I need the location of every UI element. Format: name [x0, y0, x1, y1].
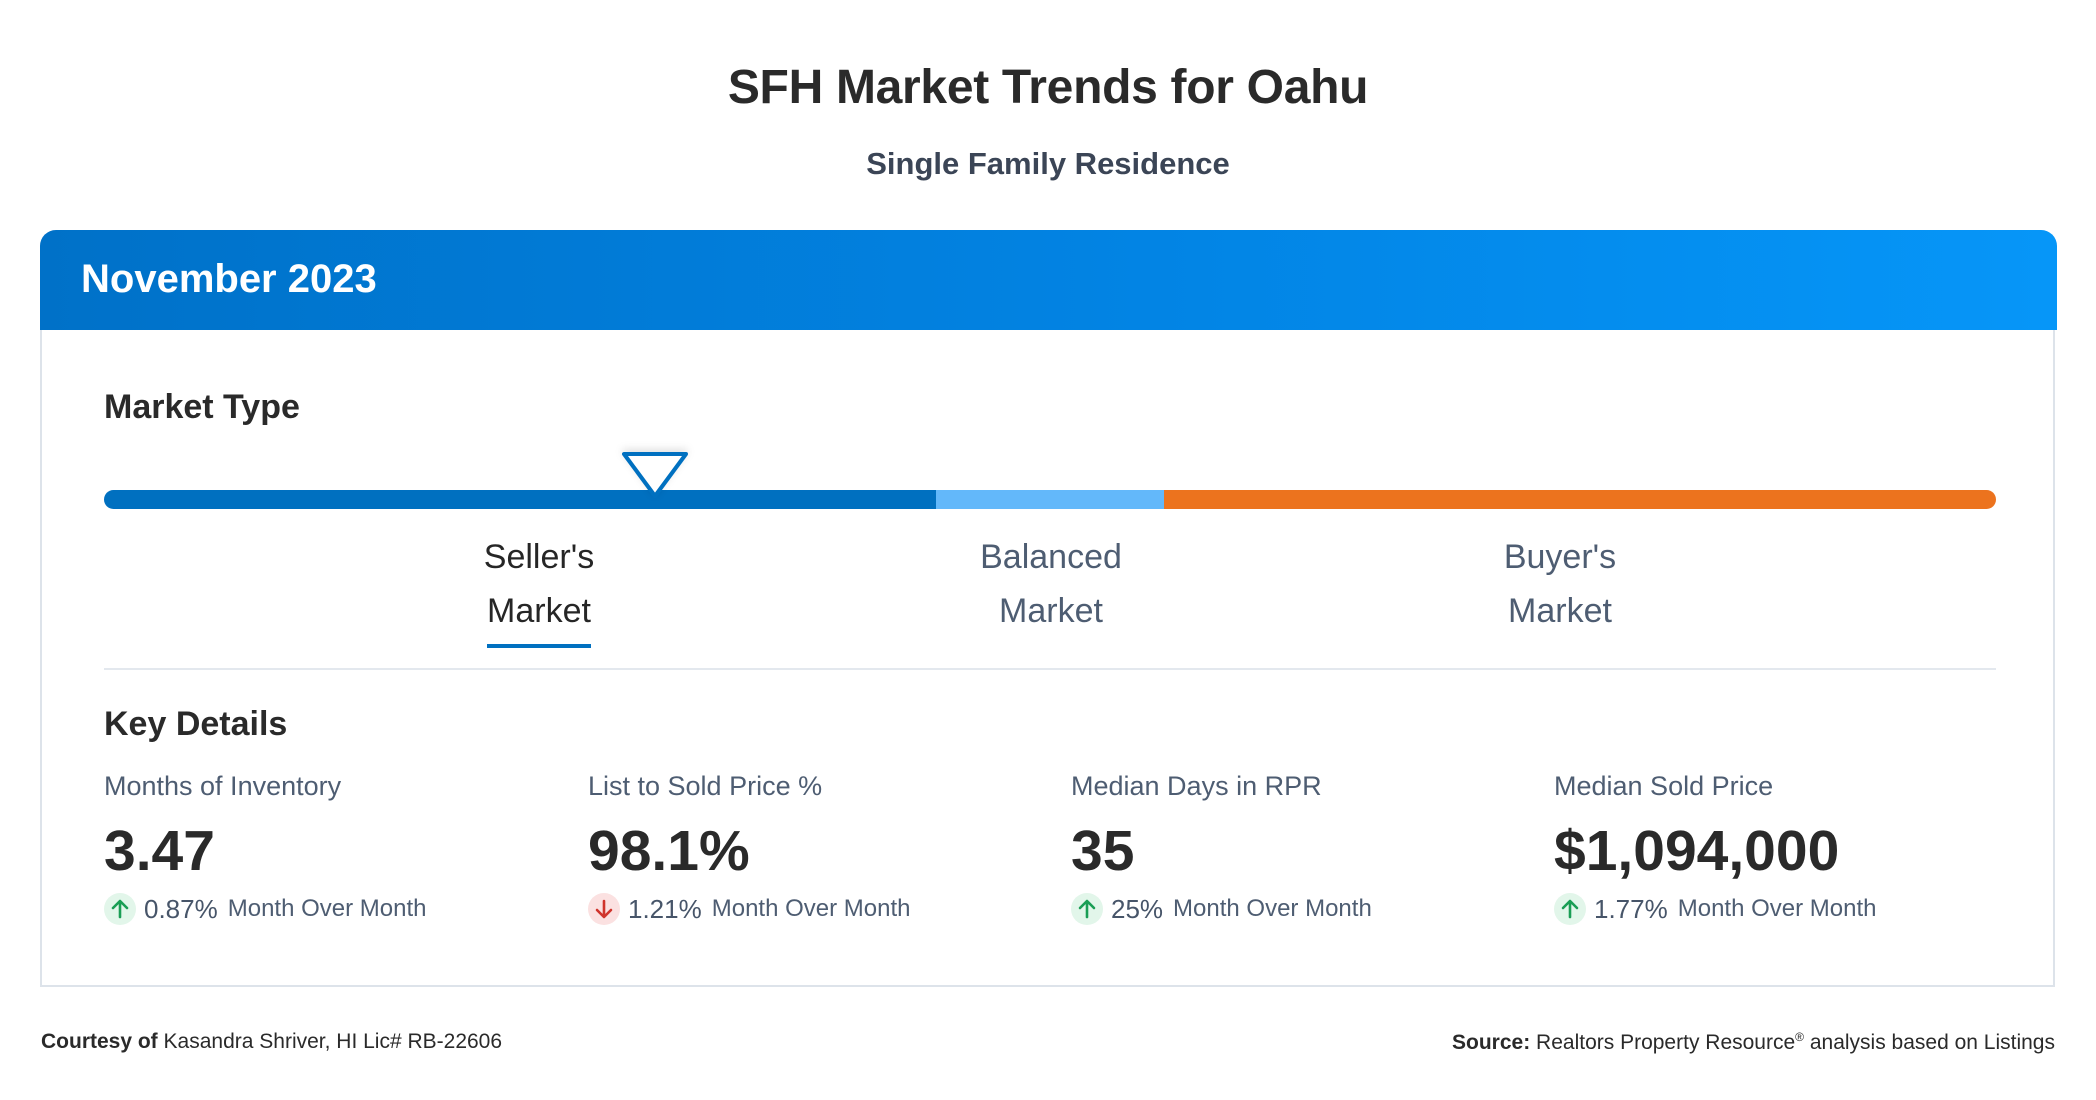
page-subtitle: Single Family Residence — [866, 146, 1230, 181]
bar-segment-buyers — [1164, 490, 1996, 509]
key-details-heading: Key Details — [104, 705, 288, 743]
card-header: November 2023 — [40, 230, 2057, 330]
metric-label: Median Days in RPR — [1071, 771, 1322, 801]
metric-label: Median Sold Price — [1554, 771, 1774, 801]
metric-list-to-sold-price: List to Sold Price % 98.1% 1.21% Month O… — [588, 770, 1058, 926]
page-title: SFH Market Trends for Oahu — [727, 61, 1369, 114]
metric-value: 98.1% — [588, 819, 750, 883]
arrow-up-icon — [104, 893, 136, 925]
market-label-balanced-line2: Market — [999, 592, 1103, 630]
metric-median-sold-price: Median Sold Price $1,094,000 1.77% Month… — [1554, 770, 2024, 926]
change-label: Month Over Month — [711, 895, 911, 922]
change-percent: 1.77% — [1594, 893, 1668, 924]
market-type-bar — [104, 490, 1996, 509]
market-label-buyers: Buyer's Market — [1440, 530, 1680, 638]
metric-months-of-inventory: Months of Inventory 3.47 0.87% Month Ove… — [104, 770, 574, 926]
registered-mark: ® — [1795, 1030, 1804, 1044]
metric-value: 3.47 — [104, 819, 215, 883]
change-percent: 25% — [1111, 893, 1164, 924]
metric-value: 35 — [1071, 819, 1135, 883]
market-label-balanced-line1: Balanced — [980, 538, 1122, 576]
market-card: November 2023 Market Type Seller's Marke… — [40, 230, 2057, 987]
metric-change: 1.21% Month Over Month — [588, 892, 1058, 926]
change-percent: 1.21% — [628, 893, 702, 924]
bar-segment-sellers — [104, 490, 936, 509]
courtesy-label: Courtesy of — [41, 1030, 158, 1053]
market-label-sellers-line1: Seller's — [483, 538, 595, 576]
down-triangle-marker-icon — [622, 452, 688, 498]
metric-label: Months of Inventory — [104, 771, 342, 801]
market-label-buyers-line2: Market — [1508, 592, 1612, 630]
metric-label: List to Sold Price % — [588, 771, 823, 801]
change-percent: 0.87% — [144, 893, 218, 924]
bar-segment-balanced — [936, 490, 1164, 509]
source-text: Realtors Property Resource — [1536, 1031, 1796, 1054]
section-divider — [104, 668, 1996, 670]
arrow-up-icon — [1071, 893, 1103, 925]
metric-median-days-in-rpr: Median Days in RPR 35 25% Month Over Mon… — [1071, 770, 1541, 926]
market-label-sellers-line2: Market — [487, 592, 591, 630]
source-text-2: analysis based on Listings — [1804, 1031, 2055, 1054]
source-label: Source: — [1452, 1031, 1531, 1054]
footer-source: Source: Realtors Property Resource® anal… — [1452, 1030, 2055, 1055]
metric-value: $1,094,000 — [1554, 819, 1840, 883]
footer-courtesy: Courtesy of Kasandra Shriver, HI Lic# RB… — [41, 1030, 502, 1054]
market-label-buyers-line1: Buyer's — [1503, 538, 1617, 576]
change-label: Month Over Month — [1677, 895, 1877, 922]
market-label-balanced: Balanced Market — [931, 530, 1171, 638]
active-market-underline — [487, 644, 591, 648]
arrow-down-icon — [588, 893, 620, 925]
metric-change: 1.77% Month Over Month — [1554, 892, 2024, 926]
market-type-heading: Market Type — [104, 388, 300, 426]
market-label-sellers: Seller's Market — [419, 530, 659, 648]
metric-change: 0.87% Month Over Month — [104, 892, 574, 926]
change-label: Month Over Month — [227, 895, 427, 922]
courtesy-text: Kasandra Shriver, HI Lic# RB-22606 — [163, 1030, 503, 1053]
change-label: Month Over Month — [1173, 895, 1372, 922]
period-title: November 2023 — [81, 257, 377, 301]
metric-change: 25% Month Over Month — [1071, 892, 1541, 926]
arrow-up-icon — [1554, 893, 1586, 925]
